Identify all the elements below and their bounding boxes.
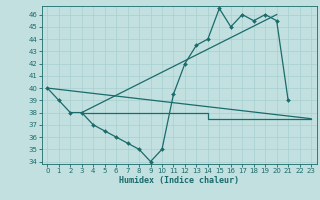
X-axis label: Humidex (Indice chaleur): Humidex (Indice chaleur) [119,176,239,185]
